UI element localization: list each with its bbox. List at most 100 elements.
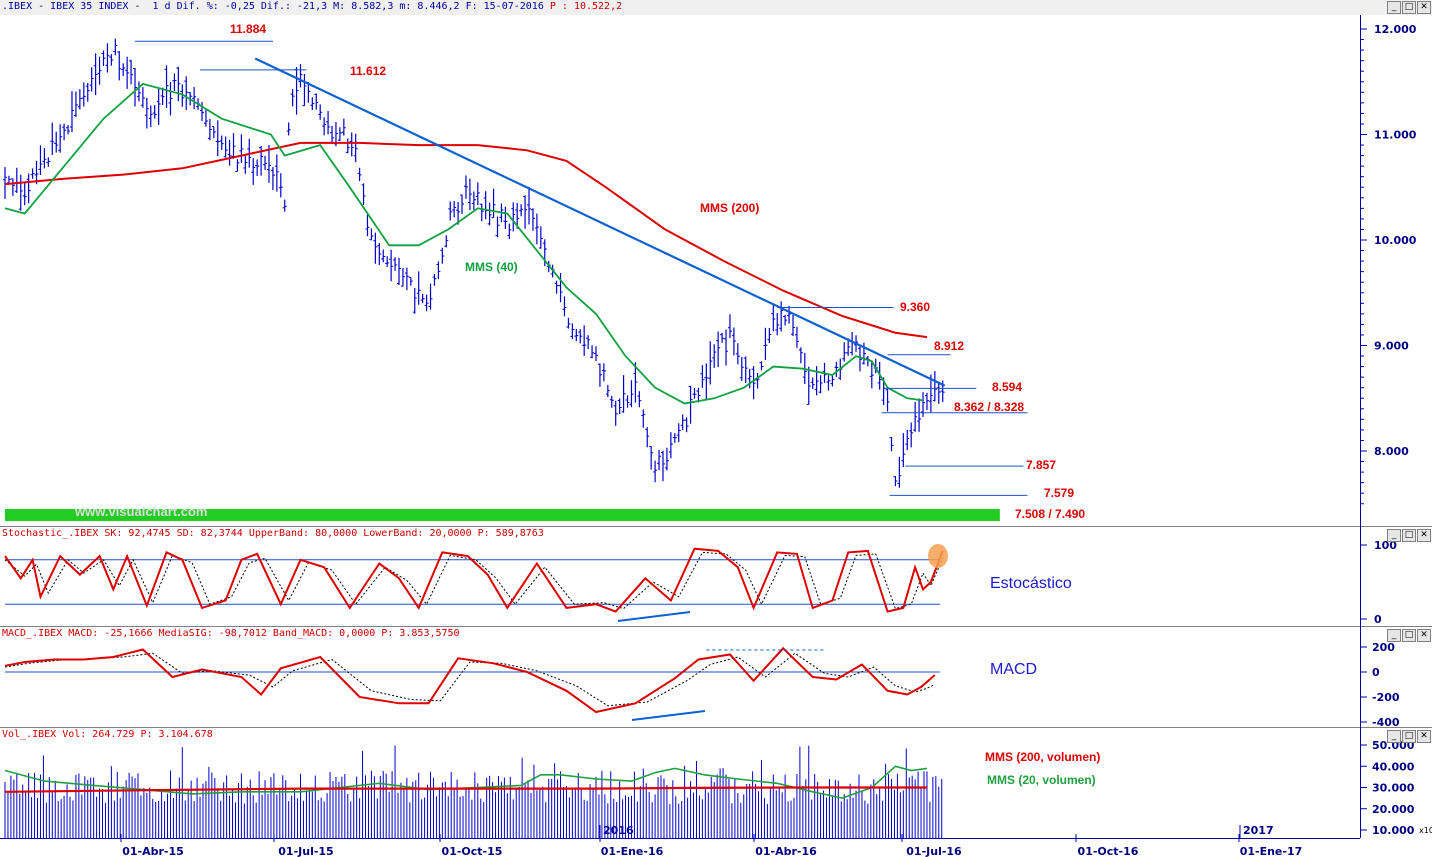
ohlc-bar: [806, 366, 811, 405]
ohlc-bar: [314, 93, 319, 110]
ohlc-bar: [369, 228, 374, 241]
ohlc-bar: [791, 315, 795, 336]
level-label: 11.884: [230, 22, 266, 36]
ohlc-bar: [794, 326, 799, 348]
ohlc-bar: [14, 167, 19, 193]
ohlc-bar: [117, 51, 122, 81]
restore-button[interactable]: □: [1402, 529, 1416, 542]
x-tick-label: 01-Ene-17: [1240, 845, 1303, 857]
macd-header-last: P: 3.853,5750: [381, 628, 460, 639]
ohlc-bar: [479, 203, 484, 222]
close-button[interactable]: ✕: [1417, 730, 1431, 743]
ohlc-bar: [326, 111, 331, 135]
ohlc-bar: [613, 400, 618, 426]
ohlc-bar: [389, 249, 394, 282]
ohlc-bar: [633, 362, 638, 403]
minimize-button[interactable]: _: [1387, 629, 1401, 642]
y-tick-label: 0: [1374, 613, 1382, 626]
restore-button[interactable]: □: [1402, 730, 1416, 743]
ohlc-bar: [712, 344, 717, 368]
minimize-button[interactable]: _: [1387, 529, 1401, 542]
ohlc-bar: [298, 64, 303, 88]
close-button[interactable]: ✕: [1417, 1, 1431, 14]
ohlc-bar: [129, 59, 134, 85]
ohlc-bar: [885, 388, 890, 412]
ohlc-bar: [365, 214, 370, 237]
y-tick-label: 9.000: [1374, 340, 1409, 353]
ohlc-bar: [286, 122, 291, 136]
ohlc-bar: [735, 343, 740, 365]
ohlc-bar: [692, 387, 697, 399]
level-label: 11.612: [350, 64, 386, 78]
ohlc-bar: [227, 139, 232, 166]
ohlc-bar: [452, 201, 457, 218]
ohlc-bar: [408, 276, 413, 286]
main-window-buttons: _ □ ✕: [1387, 1, 1431, 14]
ohlc-bar: [101, 50, 106, 67]
ohlc-bar: [404, 267, 409, 291]
ohlc-bar: [708, 341, 713, 385]
ohlc-bar: [105, 43, 110, 73]
ohlc-bar: [507, 223, 512, 240]
ohlc-bar: [377, 242, 382, 266]
close-button[interactable]: ✕: [1417, 629, 1431, 642]
ohlc-bar: [416, 271, 421, 305]
ohlc-bar: [767, 327, 772, 344]
y-tick-label: 0: [1372, 666, 1380, 679]
volume-header: Vol_.IBEX Vol: 264.729 P: 3.104.678: [2, 729, 213, 741]
volume-header-last: P: 3.104.678: [140, 729, 213, 740]
watermark: www.visualchart.com: [74, 504, 207, 519]
ohlc-bar: [26, 173, 31, 204]
ohlc-bar: [290, 89, 295, 107]
ohlc-bar: [400, 267, 405, 287]
ohlc-bar: [668, 432, 673, 459]
ohlc-bar: [558, 272, 563, 303]
ohlc-bar: [720, 332, 725, 343]
ohlc-bar: [203, 109, 208, 127]
ohlc-bar: [495, 216, 500, 238]
ohlc-bar: [739, 357, 744, 381]
ohlc-bar: [779, 301, 784, 332]
ohlc-bar: [629, 380, 634, 408]
ohlc-bar: [905, 429, 910, 451]
ohlc-bar: [676, 423, 681, 443]
ohlc-bar: [534, 213, 539, 245]
ohlc-bar: [330, 125, 335, 145]
ohlc-bar: [113, 38, 118, 56]
restore-button[interactable]: □: [1402, 1, 1416, 14]
ohlc-bar: [625, 395, 630, 408]
minimize-button[interactable]: _: [1387, 730, 1401, 743]
ohlc-bar: [783, 314, 788, 326]
ohlc-bar: [282, 199, 287, 212]
ohlc-bar: [578, 329, 583, 344]
ohlc-bar: [653, 460, 658, 483]
minimize-button[interactable]: _: [1387, 1, 1401, 14]
ohlc-bar: [747, 368, 752, 389]
close-button[interactable]: ✕: [1417, 529, 1431, 542]
ohlc-bar: [755, 372, 760, 389]
x-tick-label: 01-Oct-16: [1078, 845, 1139, 857]
ohlc-bar: [10, 178, 15, 196]
ohlc-bar: [341, 118, 346, 136]
ohlc-bar: [645, 427, 650, 448]
stoch-header: Stochastic_.IBEX SK: 92,4745 SD: 82,3744…: [2, 528, 544, 540]
ohlc-bar: [140, 87, 145, 108]
ohlc-bar: [54, 131, 59, 153]
ohlc-bar: [18, 174, 23, 211]
ohlc-bar: [215, 120, 220, 157]
stoch-divergence-line: [617, 611, 691, 622]
ohlc-bar: [932, 371, 937, 402]
y-tick-label: 30.000: [1372, 782, 1415, 795]
ohlc-bar: [475, 182, 480, 206]
ohlc-bar: [460, 194, 465, 214]
ohlc-bar: [857, 346, 862, 372]
ohlc-bar: [381, 249, 386, 263]
restore-button[interactable]: □: [1402, 629, 1416, 642]
ohlc-bar: [901, 433, 906, 468]
ohlc-bar: [432, 273, 437, 286]
ohlc-bar: [798, 347, 803, 364]
ohlc-bar: [353, 133, 358, 163]
ohlc-bar: [3, 167, 7, 199]
ohlc-bar: [586, 335, 591, 350]
ohlc-bar: [727, 314, 732, 339]
